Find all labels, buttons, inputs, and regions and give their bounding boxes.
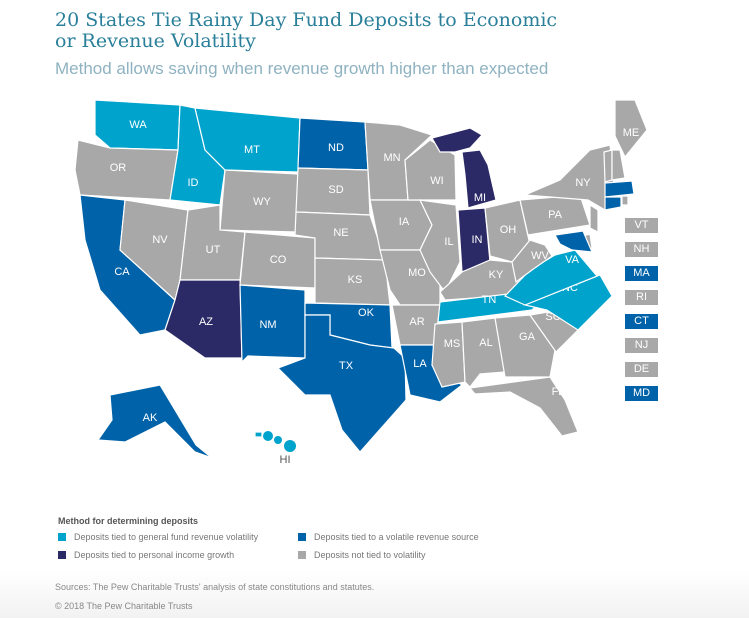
state-vt xyxy=(603,149,613,183)
state-label-in: IN xyxy=(472,234,483,246)
state-ct xyxy=(604,196,622,211)
state-label-ut: UT xyxy=(206,244,221,256)
state-label-ar: AR xyxy=(409,316,424,328)
state-label-ks: KS xyxy=(348,274,363,286)
state-mi xyxy=(461,149,497,209)
state-label-or: OR xyxy=(110,162,127,174)
legend-swatch xyxy=(58,533,66,541)
state-label-mt: MT xyxy=(244,144,260,156)
legend-item-not-tied: Deposits not tied to volatility xyxy=(298,550,426,560)
legend-item-general-fund: Deposits tied to general fund revenue vo… xyxy=(58,532,258,542)
state-label-wa: WA xyxy=(129,119,147,131)
state-ak xyxy=(96,384,213,459)
footer-background xyxy=(0,570,749,618)
state-label-az: AZ xyxy=(199,316,213,328)
state-md xyxy=(554,230,593,253)
legend-swatch xyxy=(58,551,66,559)
state-label-me: ME xyxy=(623,127,640,139)
state-label-sd: SD xyxy=(328,184,343,196)
page-subtitle: Method allows saving when revenue growth… xyxy=(55,59,549,78)
state-label-ia: IA xyxy=(399,216,410,228)
state-label-ky: KY xyxy=(489,269,504,281)
state-label-wy: WY xyxy=(253,196,271,208)
state-label-mn: MN xyxy=(383,152,400,164)
state-label-mo: MO xyxy=(408,267,426,279)
state-label-tn: TN xyxy=(482,294,497,306)
state-box-md: MD xyxy=(625,386,658,401)
state-label-wv: WV xyxy=(531,250,549,262)
state-label-il: IL xyxy=(444,236,453,248)
legend-item-personal-income: Deposits tied to personal income growth xyxy=(58,550,234,560)
state-label-ak: AK xyxy=(143,412,158,424)
state-box-ri: RI xyxy=(625,290,658,305)
state-nj xyxy=(589,203,599,233)
legend-swatch xyxy=(298,533,306,541)
state-label-id: ID xyxy=(188,177,199,189)
state-mi xyxy=(431,127,483,153)
state-label-ok: OK xyxy=(358,307,375,319)
state-or xyxy=(74,139,179,201)
legend-title: Method for determining deposits xyxy=(58,516,199,526)
state-label-co: CO xyxy=(270,254,287,266)
legend-label: Deposits tied to a volatile revenue sour… xyxy=(314,532,479,542)
state-label-nd: ND xyxy=(328,142,344,154)
legend-item-volatile-source: Deposits tied to a volatile revenue sour… xyxy=(298,532,479,542)
state-wv xyxy=(511,239,553,284)
state-box-de: DE xyxy=(625,362,658,377)
state-label-mi: MI xyxy=(474,192,486,204)
state-ms xyxy=(431,321,466,388)
state-nh xyxy=(611,149,626,181)
state-hi-island xyxy=(263,431,273,441)
state-il xyxy=(418,199,461,294)
copyright: © 2018 The Pew Charitable Trusts xyxy=(55,601,193,611)
sources-note: Sources: The Pew Charitable Trusts' anal… xyxy=(55,582,375,592)
state-hi-island xyxy=(274,436,282,444)
state-label-ga: GA xyxy=(519,331,536,343)
state-label-tx: TX xyxy=(339,360,354,372)
state-label-ms: MS xyxy=(444,338,461,350)
state-label-al: AL xyxy=(479,337,492,349)
state-label-oh: OH xyxy=(500,224,517,236)
state-label-la: LA xyxy=(413,358,427,370)
state-box-nj: NJ xyxy=(625,338,658,353)
state-tx xyxy=(276,314,407,453)
state-wi xyxy=(404,139,457,201)
state-me xyxy=(614,99,648,159)
state-ma xyxy=(604,180,635,198)
state-mt xyxy=(194,107,301,173)
state-box-ct: CT xyxy=(625,314,658,329)
state-label-wi: WI xyxy=(430,175,443,187)
state-label-nv: NV xyxy=(152,234,168,246)
state-label-ca: CA xyxy=(114,266,130,278)
legend-label: Deposits tied to personal income growth xyxy=(74,550,235,560)
state-hi xyxy=(254,431,263,438)
legend-label: Deposits not tied to volatility xyxy=(314,550,426,560)
state-label-fl: FL xyxy=(552,386,565,398)
state-label-pa: PA xyxy=(548,209,563,221)
state-ri xyxy=(621,195,629,206)
state-hi-island xyxy=(284,440,296,452)
legend-swatch xyxy=(298,551,306,559)
legend-label: Deposits tied to general fund revenue vo… xyxy=(74,532,259,542)
page-title: 20 States Tie Rainy Day Fund Deposits to… xyxy=(55,9,558,52)
state-fl xyxy=(468,376,579,437)
state-box-nh: NH xyxy=(625,242,658,257)
state-label-ne: NE xyxy=(333,227,348,239)
state-box-vt: VT xyxy=(625,218,658,233)
state-label-nm: NM xyxy=(259,319,276,331)
state-nm xyxy=(239,284,306,364)
state-label-hi: HI xyxy=(280,454,291,466)
state-ga xyxy=(494,314,556,378)
state-label-ny: NY xyxy=(575,177,591,189)
state-box-ma: MA xyxy=(625,266,658,281)
state-label-va: VA xyxy=(565,254,580,266)
